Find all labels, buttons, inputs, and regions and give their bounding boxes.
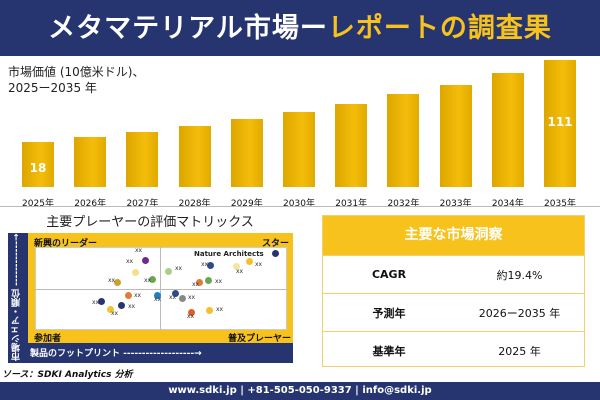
quadrant-pervasive-players: 普及プレーヤー [228, 334, 292, 344]
player-point [178, 294, 186, 302]
player-point [106, 305, 114, 313]
x-tick-label: 2034年 [491, 199, 524, 209]
bar [22, 142, 54, 187]
bar [491, 73, 524, 187]
bar [439, 84, 472, 187]
player-label: xx [144, 277, 152, 284]
quadrant-divider-vertical [160, 247, 161, 330]
matrix-title: 主要プレーヤーの評価マトリックス [46, 215, 254, 230]
x-tick-label: 2025年 [22, 199, 54, 209]
chart-title: 市場価値 (10億米ドル)、 2025ー2035 年 [8, 64, 144, 96]
x-tick-label: 2033年 [439, 199, 472, 209]
player-label: xx [215, 278, 223, 285]
quadrant-participants: 参加者 [34, 334, 62, 344]
quadrant-stars: スター [262, 239, 290, 249]
player-point [206, 261, 214, 269]
quadrant-emerging-leaders: 新興のリーダー [34, 239, 98, 249]
player-point [245, 257, 253, 265]
player-point [131, 268, 139, 276]
insight-row: 基準年 2025 年 [323, 331, 584, 369]
divider [0, 206, 600, 207]
x-tick-label: 2032年 [387, 199, 420, 209]
player-point [195, 278, 203, 286]
player-label: xx [201, 261, 209, 268]
player-label: xx [255, 261, 263, 268]
x-axis-label: 製品のフットプリント -------------------→ [30, 349, 202, 359]
player-label: xx [192, 281, 200, 288]
insight-row: 予測年 2026ー2035 年 [323, 293, 584, 331]
player-label: xx [126, 258, 134, 265]
bar-data-label: 18 [29, 161, 47, 175]
source-note: ソース：SDKI Analytics 分析 [2, 370, 133, 380]
player-point [232, 262, 240, 270]
player-point [124, 291, 132, 299]
title-accent: レポートの調査果 [327, 13, 552, 44]
insight-value: 2026ー2035 年 [478, 306, 561, 320]
player-point [141, 256, 149, 264]
player-point [164, 267, 172, 275]
title-main: メタマテリアル市場ー [48, 13, 328, 44]
player-point [97, 297, 105, 305]
player-point [187, 308, 195, 316]
bar [283, 112, 315, 187]
insight-value: 約19.4% [496, 268, 543, 282]
bar [74, 136, 107, 187]
player-label: xx [128, 303, 136, 310]
bar [335, 104, 368, 187]
player-label: xx [108, 277, 116, 284]
x-tick-label: 2031年 [335, 199, 368, 209]
player-label: xx [187, 313, 195, 320]
insight-key: 予測年 [372, 306, 406, 320]
player-label: xx [154, 296, 162, 303]
insight-value: 2025 年 [498, 344, 541, 358]
insights-title: 主要な市場洞察 [323, 216, 584, 255]
x-tick-label: 2026年 [74, 199, 107, 209]
x-tick-label: 2027年 [126, 199, 159, 209]
x-tick-label: 2035年 [544, 199, 576, 209]
bar [126, 132, 159, 187]
page-header: メタマテリアル市場ーレポートの調査果 [0, 0, 600, 56]
x-tick-label: 2030年 [283, 199, 315, 209]
player-label: xx [169, 294, 177, 301]
insights-table: 主要な市場洞察 CAGR 約19.4% 予測年 2026ー2035 年 基準年 202… [322, 215, 585, 367]
y-axis-label: 市場シェア・順位 ------------→ [12, 233, 22, 362]
insight-row: CAGR 約19.4% [323, 255, 584, 293]
bar-data-label: 111 [547, 115, 573, 129]
player-point [117, 301, 125, 309]
player-label: xx [111, 310, 119, 317]
player-point [204, 276, 212, 284]
insight-key: 基準年 [372, 344, 406, 358]
player-point [271, 249, 279, 257]
highlight-player-label: Nature Architects [194, 250, 264, 258]
player-point [171, 289, 179, 297]
bar [544, 59, 576, 187]
bar [178, 126, 211, 187]
bar [387, 94, 420, 187]
player-label: xx [135, 247, 143, 254]
bar [230, 119, 263, 187]
player-label: xx [175, 265, 183, 272]
player-label: xx [236, 268, 244, 275]
insight-key: CAGR [371, 268, 407, 281]
player-point [148, 275, 156, 283]
footer-contact: www.sdki.jp | +81-505-050-9337 | info@sd… [0, 382, 600, 400]
chart-title-line1: 市場価値 (10億米ドル)、 [8, 65, 145, 79]
quadrant-divider-horizontal [35, 289, 287, 290]
player-label: xx [188, 294, 196, 301]
player-point [153, 291, 161, 299]
x-tick-label: 2029年 [230, 199, 263, 209]
matrix-plot [35, 247, 287, 330]
x-tick-label: 2028年 [178, 199, 211, 209]
player-label: xx [92, 299, 100, 306]
player-point [113, 278, 121, 286]
chart-title-line2: 2025ー2035 年 [8, 81, 97, 95]
player-point [205, 306, 213, 314]
player-label: xx [216, 306, 224, 313]
player-label: xx [134, 292, 142, 299]
